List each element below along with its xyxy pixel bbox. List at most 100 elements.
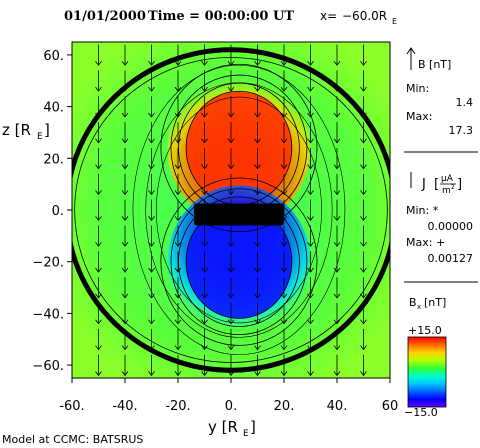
vector-arrow-icon xyxy=(227,122,235,144)
vector-arrow-icon xyxy=(174,44,182,66)
vector-arrow-icon xyxy=(148,354,155,377)
current-sheet-band xyxy=(193,203,284,217)
vector-arrow-icon xyxy=(227,225,235,247)
vector-arrow-icon xyxy=(227,277,235,299)
vector-arrow-icon xyxy=(201,147,208,170)
vector-arrow-icon xyxy=(174,96,182,118)
vector-arrow-icon xyxy=(307,173,314,196)
current-sheet-band-lower xyxy=(193,215,284,226)
contour-north-2 xyxy=(170,74,308,222)
vector-legend-arrowhead-icon xyxy=(406,47,416,55)
vector-arrow-icon xyxy=(333,44,341,66)
vector-arrow-icon xyxy=(360,225,367,247)
current-legend-unit-num: μA xyxy=(441,174,454,184)
vector-arrow-icon xyxy=(333,122,341,144)
current-contours xyxy=(132,63,346,356)
vector-arrow-icon xyxy=(227,173,235,196)
x-axis: -60. -40. -20. 0. 20. 40. 60 xyxy=(59,378,398,414)
vector-arrow-icon xyxy=(254,122,261,144)
current-legend-unit-den: m xyxy=(442,186,451,196)
vector-arrow-icon xyxy=(201,96,208,118)
header-position-prefix: x= xyxy=(320,9,337,23)
colorbar-label-sub: x xyxy=(417,303,421,311)
vector-arrow-icon xyxy=(360,147,367,170)
vector-arrow-icon xyxy=(227,251,235,273)
y-tick-label: 0. xyxy=(52,204,64,219)
vector-arrow-icon xyxy=(227,199,235,222)
vector-legend: B [nT] Min: 1.4 Max: 17.3 xyxy=(406,47,474,137)
vector-arrow-icon xyxy=(333,251,341,273)
lobe-south xyxy=(186,205,292,319)
vector-arrow-icon xyxy=(95,251,102,273)
y-tick-label: 20. xyxy=(43,152,64,167)
current-legend-label: J xyxy=(421,177,426,192)
lobe-north xyxy=(186,91,292,205)
vector-arrow-icon xyxy=(280,199,288,222)
vector-arrow-icon xyxy=(307,354,314,377)
vector-arrow-icon xyxy=(148,147,155,170)
y-tick-label: −60. xyxy=(32,359,64,374)
x-tick-label: 0. xyxy=(225,399,237,414)
vector-arrow-icon xyxy=(201,354,208,377)
x-axis-label-sub: E xyxy=(243,429,249,439)
boundary-circle xyxy=(72,47,390,373)
vector-legend-min-label: Min: xyxy=(406,82,429,95)
y-tick-label: −40. xyxy=(32,307,64,322)
vector-arrow-icon xyxy=(360,173,367,196)
colorbar-label-unit: [nT] xyxy=(424,296,446,309)
vector-arrow-icon xyxy=(280,122,288,144)
vector-arrow-icon xyxy=(307,96,314,118)
vector-arrow-icon xyxy=(121,122,129,144)
vector-arrow-icon xyxy=(254,303,261,325)
vector-arrow-icon xyxy=(174,173,182,196)
vector-arrow-icon xyxy=(174,251,182,273)
vector-arrow-icon xyxy=(201,225,208,247)
x-tick-label: -60. xyxy=(59,399,84,414)
vector-arrow-icon xyxy=(121,303,129,325)
vector-arrow-icon xyxy=(280,354,288,377)
vector-arrow-icon xyxy=(148,277,155,299)
vector-arrow-icon xyxy=(148,251,155,273)
vector-legend-min-value: 1.4 xyxy=(456,96,474,109)
vector-arrow-icon xyxy=(95,173,102,196)
vector-arrow-icon xyxy=(95,44,102,66)
vector-arrow-icon xyxy=(95,328,102,351)
vector-arrow-icon xyxy=(280,173,288,196)
vector-arrow-icon xyxy=(148,173,155,196)
x-tick-label: -40. xyxy=(112,399,137,414)
vector-arrow-icon xyxy=(148,96,155,118)
contour-south-2 xyxy=(170,188,308,336)
colorbar-bottom-value: −15.0 xyxy=(404,406,438,419)
vector-arrow-icon xyxy=(174,199,182,222)
vector-arrow-icon xyxy=(307,122,314,144)
vector-arrow-icon xyxy=(174,303,182,325)
vector-arrow-icon xyxy=(174,328,182,351)
vector-arrow-icon xyxy=(254,70,261,92)
vector-arrow-icon xyxy=(121,44,129,66)
current-legend: J [ μA m 2 ] Min: * 0.00000 Max: + 0.001… xyxy=(406,172,473,265)
vector-field xyxy=(95,44,367,377)
vector-arrow-icon xyxy=(121,354,129,377)
vector-arrow-icon xyxy=(201,328,208,351)
colorbar: B x [nT] +15.0 −15.0 xyxy=(404,296,447,419)
contour-north-1 xyxy=(178,82,300,214)
vector-arrow-icon xyxy=(201,44,208,66)
vector-arrow-icon xyxy=(174,225,182,247)
vector-arrow-icon xyxy=(360,354,367,377)
vector-arrow-icon xyxy=(307,199,314,222)
colorbar-gradient xyxy=(407,336,447,408)
vector-arrow-icon xyxy=(148,44,155,66)
vector-arrow-icon xyxy=(307,44,314,66)
vector-arrow-icon xyxy=(148,199,155,222)
vector-arrow-icon xyxy=(280,328,288,351)
vector-arrow-icon xyxy=(280,303,288,325)
current-legend-bracket-close: ] xyxy=(457,177,462,192)
y-axis-label-sub: E xyxy=(37,132,43,142)
current-legend-max-value: 0.00127 xyxy=(428,252,474,265)
vector-arrow-icon xyxy=(201,251,208,273)
vector-arrow-icon xyxy=(254,328,261,351)
x-tick-label: -20. xyxy=(165,399,190,414)
vector-arrow-icon xyxy=(307,251,314,273)
vector-legend-max-value: 17.3 xyxy=(449,124,474,137)
contour-south-3 xyxy=(160,177,318,346)
